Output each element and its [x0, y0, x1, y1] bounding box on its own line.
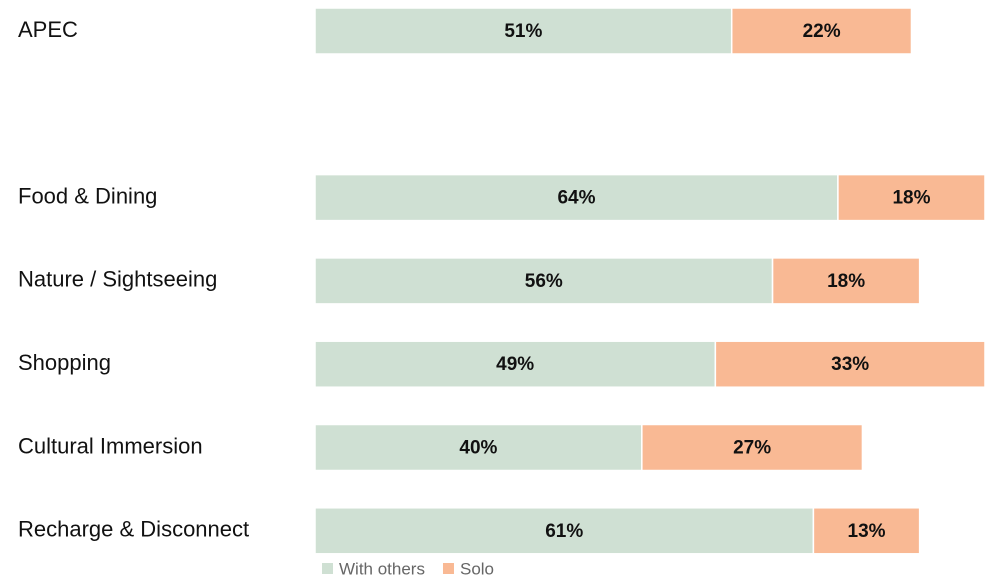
value-label: 18% [827, 271, 865, 292]
category-label: Shopping [18, 350, 111, 375]
bar-segment [641, 423, 864, 472]
bar-segment [771, 257, 921, 305]
bar-segment [314, 7, 733, 55]
value-label: 18% [892, 188, 930, 209]
legend-label: Solo [460, 559, 494, 578]
value-label: 49% [496, 354, 534, 375]
bar-segment [314, 340, 717, 388]
legend-label: With others [339, 559, 425, 578]
bar-segment [730, 7, 913, 55]
bar-segment [812, 507, 921, 555]
value-label: 56% [525, 271, 563, 292]
value-label: 40% [459, 438, 497, 459]
legend-swatch [322, 563, 333, 574]
value-label: 13% [848, 521, 886, 542]
bar-segment [314, 507, 815, 555]
value-label: 33% [831, 354, 869, 375]
value-label: 64% [557, 188, 595, 209]
category-label: Nature / Sightseeing [18, 267, 217, 292]
value-label: 51% [504, 21, 542, 42]
category-label: Food & Dining [18, 183, 157, 208]
category-label: Recharge & Disconnect [18, 517, 249, 542]
legend-swatch [442, 563, 454, 574]
bar-segment [714, 340, 985, 388]
category-label: APEC [18, 17, 78, 42]
bar-segment [314, 173, 839, 222]
value-label: 27% [733, 438, 771, 459]
value-label: 61% [545, 521, 583, 542]
bar-segment [314, 257, 774, 305]
category-label: Cultural Immersion [18, 433, 203, 458]
value-label: 22% [803, 21, 841, 42]
